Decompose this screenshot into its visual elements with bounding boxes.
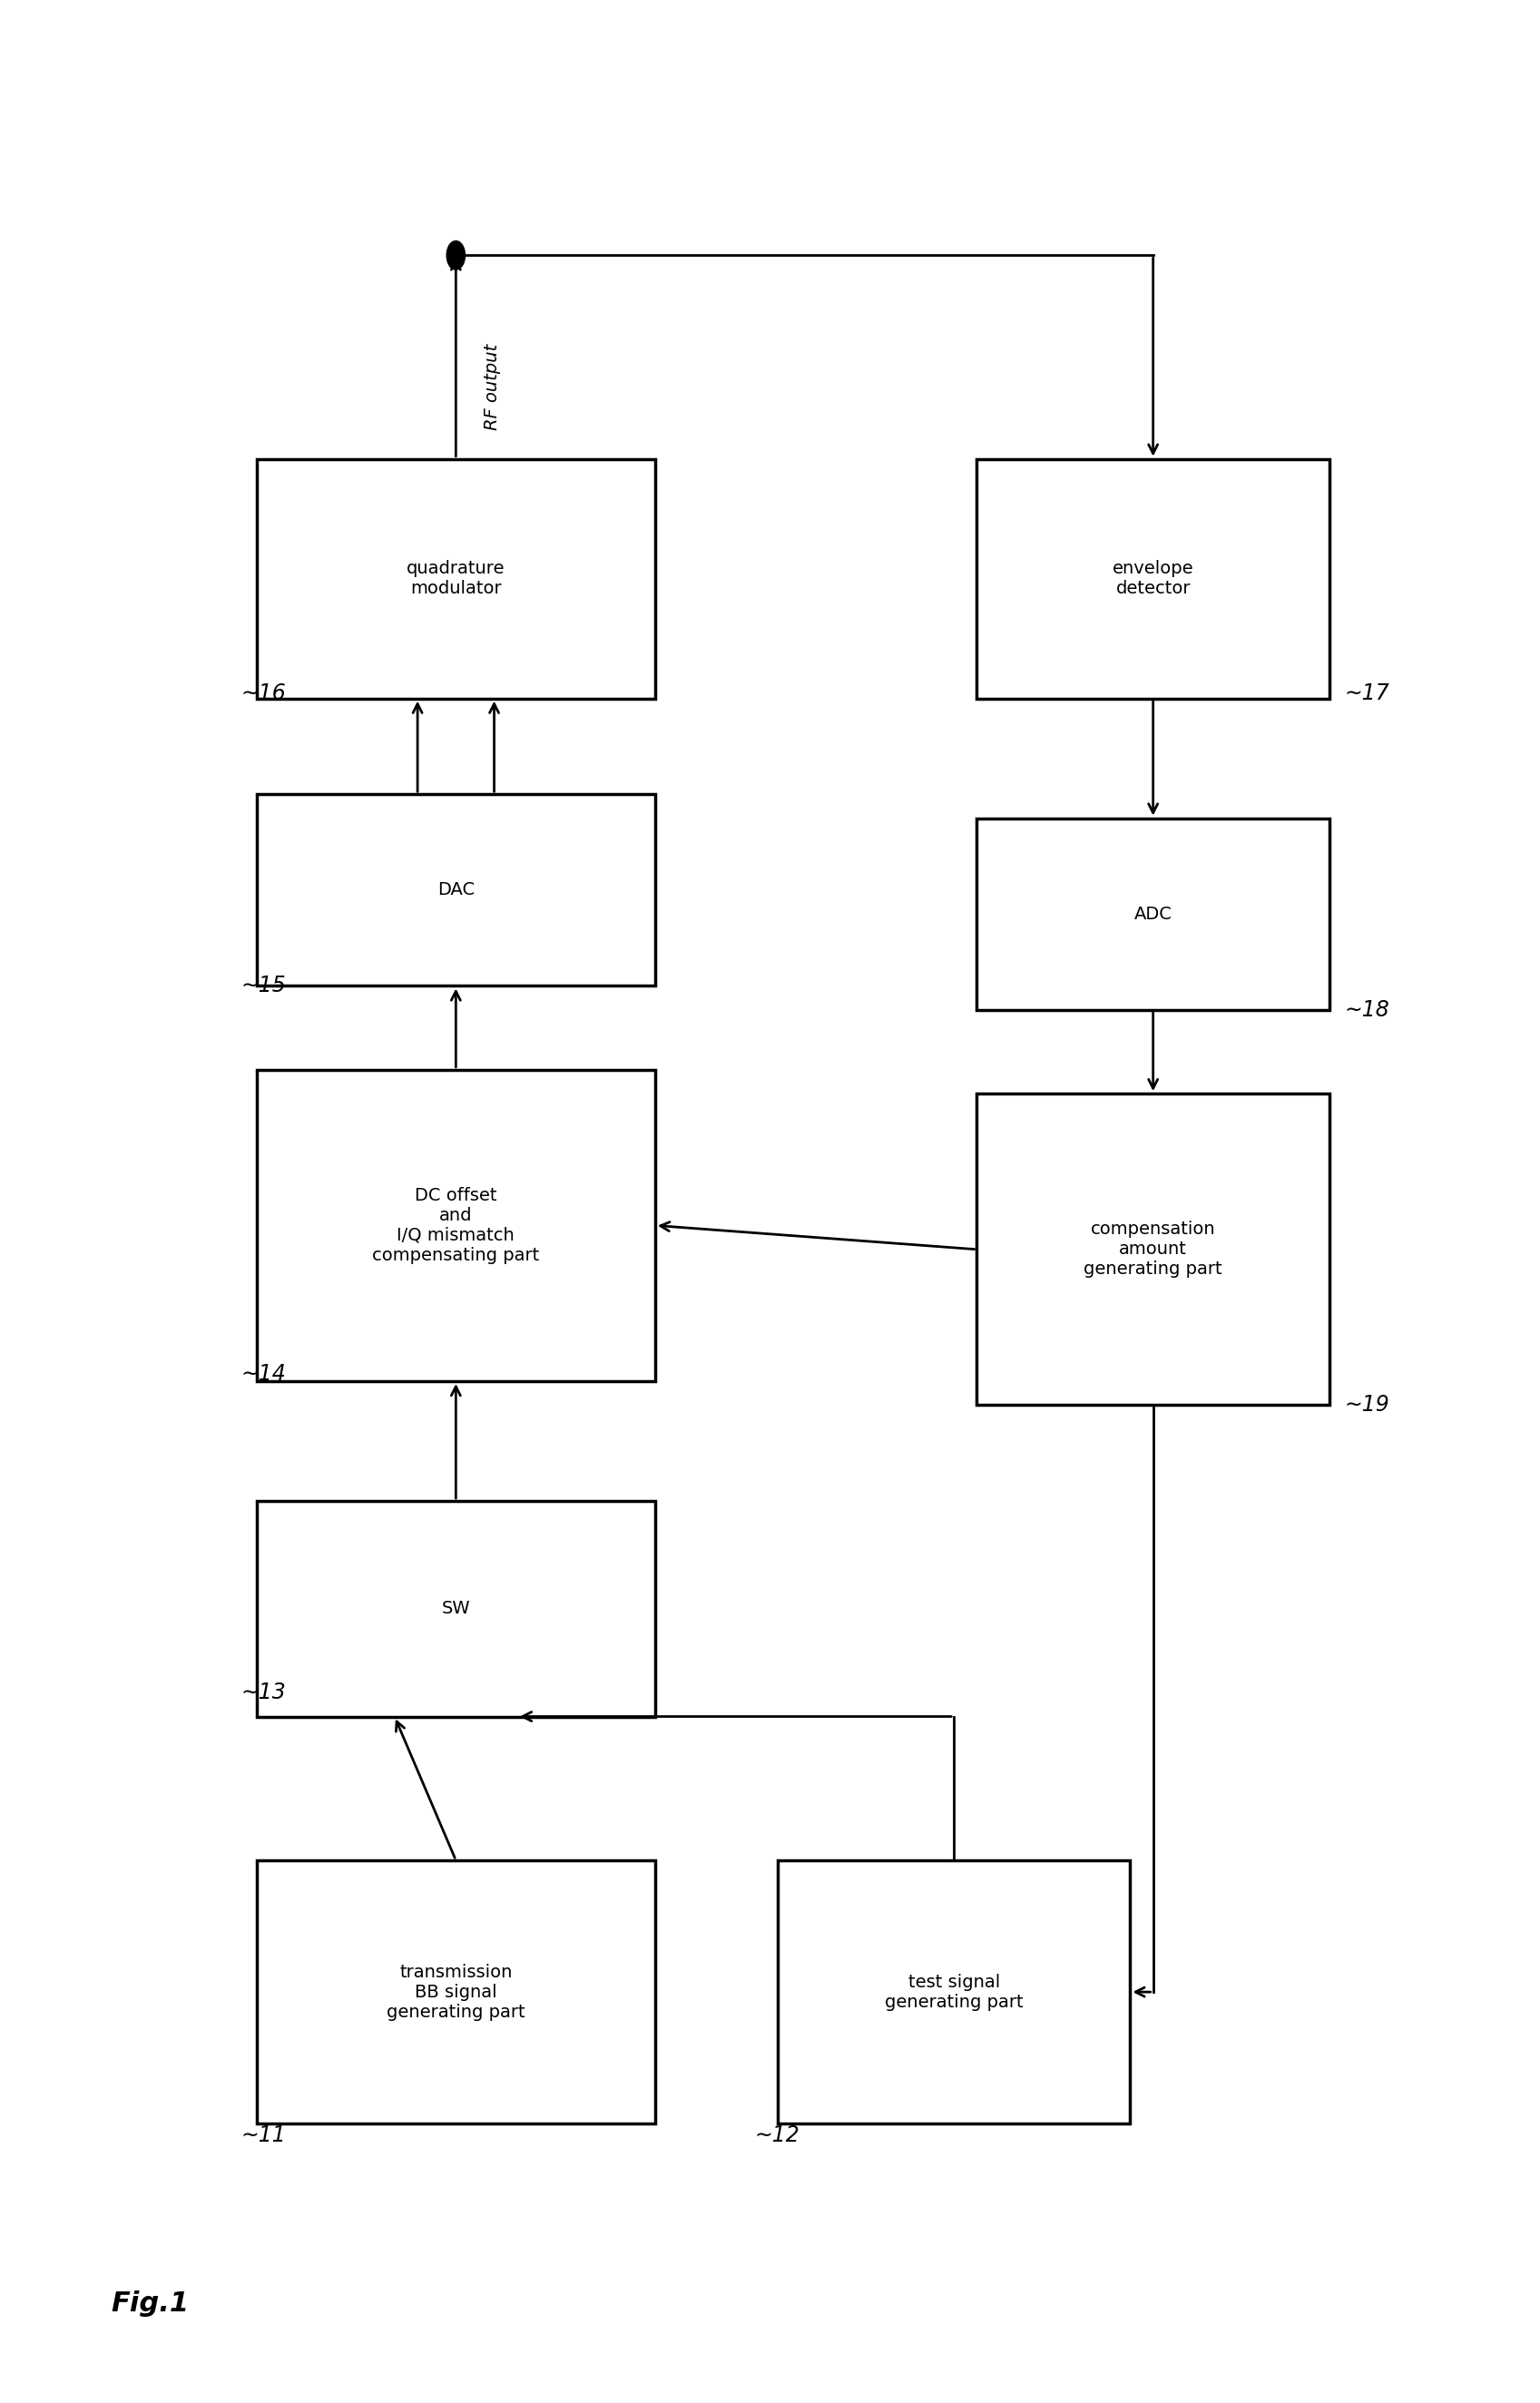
- Text: ∼18: ∼18: [1344, 1000, 1389, 1021]
- Text: envelope
detector: envelope detector: [1112, 560, 1194, 598]
- Text: ∼15: ∼15: [242, 976, 286, 997]
- Text: DC offset
and
I/Q mismatch
compensating part: DC offset and I/Q mismatch compensating …: [373, 1187, 539, 1264]
- Bar: [257, 459, 654, 699]
- Bar: [976, 819, 1329, 1009]
- Text: compensation
amount
generating part: compensation amount generating part: [1084, 1221, 1223, 1278]
- Text: ∼11: ∼11: [242, 2124, 286, 2146]
- Text: ∼16: ∼16: [242, 682, 286, 704]
- Text: ∼13: ∼13: [242, 1682, 286, 1704]
- Circle shape: [447, 240, 465, 269]
- Bar: [257, 1860, 654, 2124]
- Text: ∼12: ∼12: [755, 2124, 799, 2146]
- Bar: [257, 1502, 654, 1716]
- Text: ∼19: ∼19: [1344, 1394, 1389, 1415]
- Bar: [257, 795, 654, 985]
- Bar: [257, 1069, 654, 1382]
- Text: ∼17: ∼17: [1344, 682, 1389, 704]
- Text: quadrature
modulator: quadrature modulator: [407, 560, 505, 598]
- Text: RF output: RF output: [484, 344, 500, 430]
- Text: transmission
BB signal
generating part: transmission BB signal generating part: [387, 1963, 525, 2021]
- Text: Fig.1: Fig.1: [111, 2290, 189, 2316]
- Text: test signal
generating part: test signal generating part: [884, 1973, 1023, 2011]
- Text: SW: SW: [442, 1600, 470, 1617]
- Bar: [778, 1860, 1130, 2124]
- Text: ∼14: ∼14: [242, 1363, 286, 1384]
- Text: ADC: ADC: [1133, 906, 1172, 923]
- Bar: [976, 459, 1329, 699]
- Bar: [976, 1093, 1329, 1406]
- Text: DAC: DAC: [437, 882, 474, 899]
